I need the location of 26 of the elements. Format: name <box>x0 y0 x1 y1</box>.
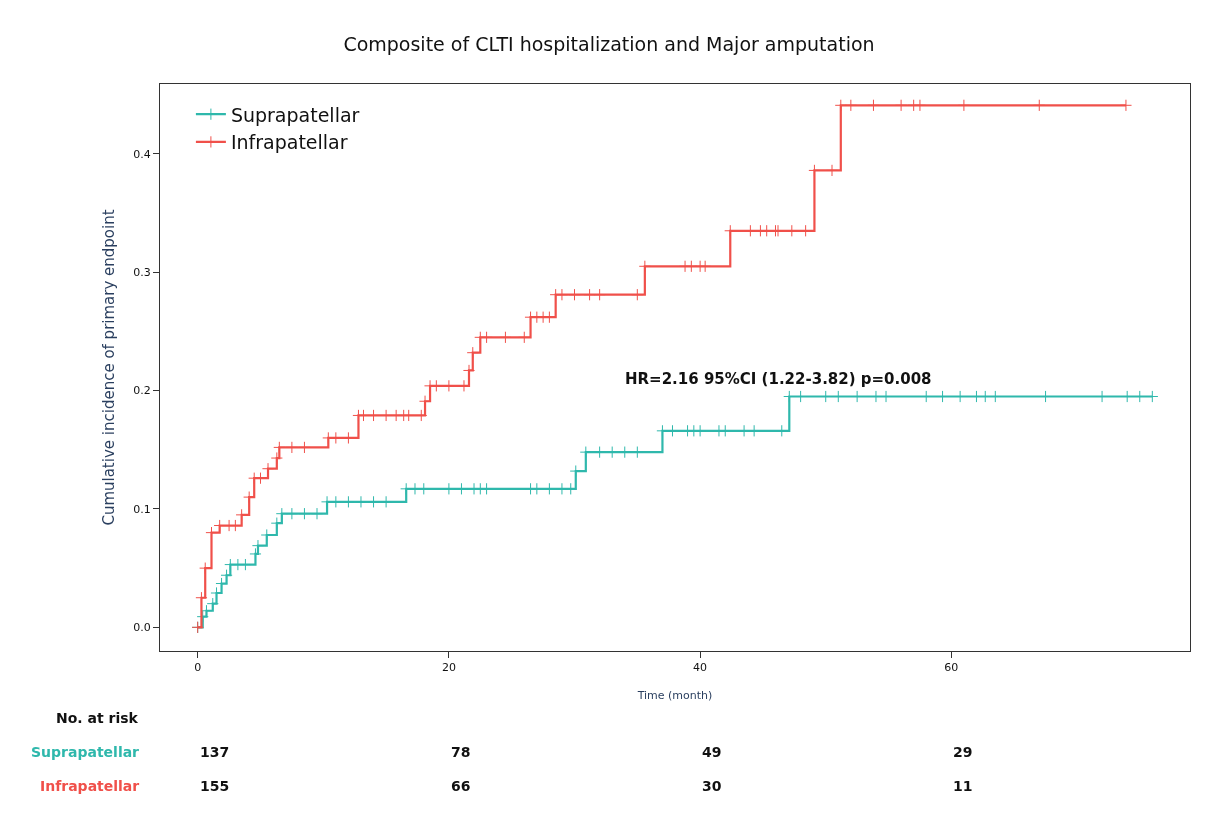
text: Infrapatellar <box>40 778 140 794</box>
text: 66 <box>451 778 471 794</box>
text: 49 <box>702 744 722 760</box>
y-tick-label: 0.4 <box>133 147 151 161</box>
chart-title: Composite of CLTI hospitalization and Major amputation <box>343 32 875 55</box>
text: 78 <box>451 744 471 760</box>
y-tick-label: 0.3 <box>133 266 151 280</box>
y-axis-title: Cumulative incidence of primary endpoint <box>100 209 119 526</box>
text: 155 <box>200 778 230 794</box>
text: 29 <box>953 744 973 760</box>
x-tick-label: 0 <box>194 661 202 675</box>
text: 30 <box>702 778 722 794</box>
x-tick-label: 40 <box>693 661 708 675</box>
y-tick-label: 0.2 <box>133 384 151 398</box>
text: 11 <box>953 778 973 794</box>
x-axis-title: Time (month) <box>636 689 713 703</box>
x-tick-label: 20 <box>441 661 456 675</box>
text: Suprapatellar <box>31 744 140 760</box>
y-tick-label: 0.1 <box>133 502 151 516</box>
annotation: HR=2.16 95%CI (1.22-3.82) p=0.008 <box>625 370 932 388</box>
x-tick-label: 60 <box>944 661 959 675</box>
legend-label: Infrapatellar <box>230 131 348 154</box>
legend-label: Suprapatellar <box>230 103 360 126</box>
text: 137 <box>200 744 230 760</box>
y-tick-label: 0.0 <box>133 621 151 635</box>
text: No. at risk <box>56 710 139 726</box>
